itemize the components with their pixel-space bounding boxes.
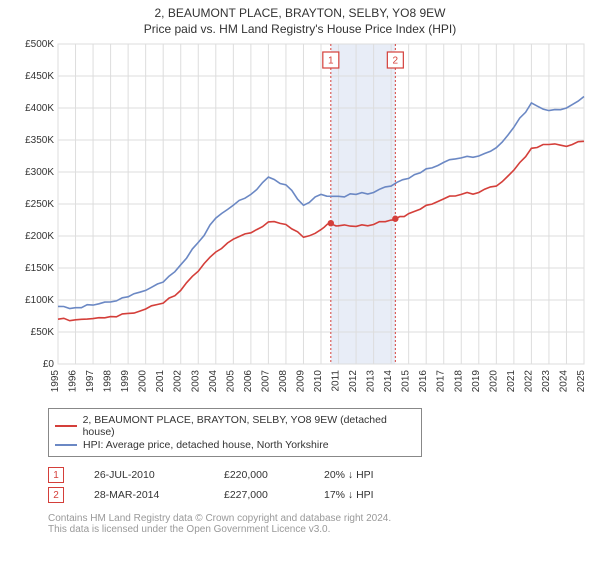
svg-text:2022: 2022: [523, 370, 534, 393]
svg-text:2010: 2010: [313, 370, 324, 393]
svg-text:1996: 1996: [68, 370, 79, 393]
svg-text:2004: 2004: [208, 370, 219, 393]
footnote-line: Contains HM Land Registry data © Crown c…: [48, 513, 590, 524]
legend-label: 2, BEAUMONT PLACE, BRAYTON, SELBY, YO8 9…: [83, 414, 415, 438]
svg-text:1998: 1998: [103, 370, 114, 393]
svg-text:2014: 2014: [383, 370, 394, 393]
svg-text:2019: 2019: [471, 370, 482, 393]
svg-text:2008: 2008: [278, 370, 289, 393]
svg-text:2011: 2011: [331, 370, 342, 392]
svg-text:2023: 2023: [541, 370, 552, 393]
svg-text:2015: 2015: [401, 370, 412, 393]
svg-text:1999: 1999: [120, 370, 131, 393]
svg-text:£450K: £450K: [25, 71, 54, 82]
sale-date: 26-JUL-2010: [94, 469, 224, 481]
sale-price: £227,000: [224, 489, 324, 501]
svg-text:2002: 2002: [173, 370, 184, 393]
legend-swatch: [55, 425, 77, 427]
svg-text:2018: 2018: [453, 370, 464, 393]
svg-text:£500K: £500K: [25, 40, 54, 50]
svg-text:2001: 2001: [155, 370, 166, 393]
price-chart: £0 £50K £100K £150K £200K £250K £300K £350K £400…: [10, 40, 590, 400]
svg-text:2020: 2020: [488, 370, 499, 393]
svg-text:2016: 2016: [418, 370, 429, 393]
svg-text:£50K: £50K: [31, 327, 55, 338]
page-subtitle: Price paid vs. HM Land Registry's House …: [0, 22, 600, 36]
sale-row: 2 28-MAR-2014£227,00017% ↓ HPI: [48, 485, 590, 505]
svg-text:2025: 2025: [576, 370, 587, 393]
svg-text:£350K: £350K: [25, 135, 54, 146]
svg-text:2007: 2007: [260, 370, 271, 393]
page-title: 2, BEAUMONT PLACE, BRAYTON, SELBY, YO8 9…: [0, 6, 600, 20]
svg-text:1997: 1997: [85, 370, 96, 393]
svg-text:2006: 2006: [243, 370, 254, 393]
svg-text:1995: 1995: [50, 370, 61, 393]
legend-item: HPI: Average price, detached house, Nort…: [55, 439, 415, 451]
svg-text:2021: 2021: [506, 370, 517, 393]
legend-item: 2, BEAUMONT PLACE, BRAYTON, SELBY, YO8 9…: [55, 414, 415, 438]
svg-text:2012: 2012: [348, 370, 359, 393]
svg-text:2013: 2013: [366, 370, 377, 393]
svg-text:2024: 2024: [558, 370, 569, 393]
svg-text:£150K: £150K: [25, 263, 54, 274]
legend: 2, BEAUMONT PLACE, BRAYTON, SELBY, YO8 9…: [48, 408, 422, 457]
legend-label: HPI: Average price, detached house, Nort…: [83, 439, 329, 451]
svg-text:£0: £0: [43, 359, 55, 370]
svg-text:2005: 2005: [225, 370, 236, 393]
sale-date: 28-MAR-2014: [94, 489, 224, 501]
svg-text:2000: 2000: [138, 370, 149, 393]
sale-marker-icon: 2: [48, 487, 64, 503]
sale-delta: 20% ↓ HPI: [324, 469, 424, 481]
sale-row: 1 26-JUL-2010£220,00020% ↓ HPI: [48, 465, 590, 485]
svg-text:£100K: £100K: [25, 295, 54, 306]
footnote-line: This data is licensed under the Open Gov…: [48, 524, 590, 535]
sale-price: £220,000: [224, 469, 324, 481]
svg-text:£200K: £200K: [25, 231, 54, 242]
sale-delta: 17% ↓ HPI: [324, 489, 424, 501]
svg-text:2009: 2009: [295, 370, 306, 393]
svg-text:1: 1: [328, 56, 334, 67]
footnote: Contains HM Land Registry data © Crown c…: [48, 513, 590, 535]
sale-marker-icon: 1: [48, 467, 64, 483]
legend-swatch: [55, 444, 77, 446]
svg-text:£400K: £400K: [25, 103, 54, 114]
svg-text:2017: 2017: [436, 370, 447, 393]
svg-text:£300K: £300K: [25, 167, 54, 178]
svg-text:2: 2: [393, 56, 399, 67]
svg-text:2003: 2003: [190, 370, 201, 393]
svg-text:£250K: £250K: [25, 199, 54, 210]
sales-table: 1 26-JUL-2010£220,00020% ↓ HPI 2 28-MAR-201…: [48, 465, 590, 505]
